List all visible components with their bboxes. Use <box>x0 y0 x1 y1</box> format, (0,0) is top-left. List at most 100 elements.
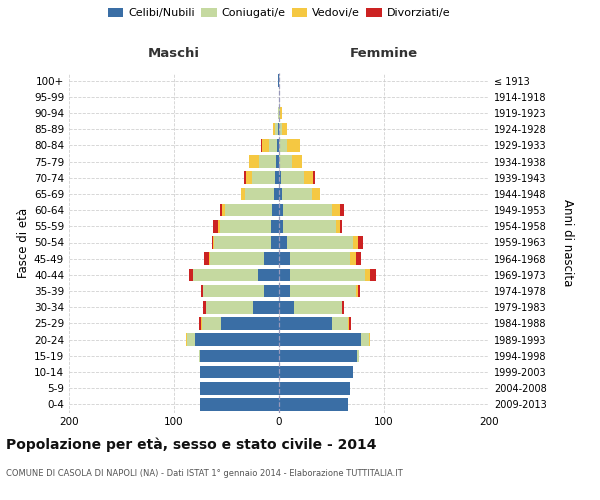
Bar <box>281 172 304 184</box>
Y-axis label: Anni di nascita: Anni di nascita <box>560 199 574 286</box>
Bar <box>342 301 344 314</box>
Bar <box>282 188 311 200</box>
Bar <box>210 252 265 265</box>
Text: Popolazione per età, sesso e stato civile - 2014: Popolazione per età, sesso e stato civil… <box>6 438 377 452</box>
Bar <box>349 317 352 330</box>
Bar <box>189 268 193 281</box>
Bar <box>213 236 214 249</box>
Bar <box>279 172 281 184</box>
Bar <box>205 301 253 314</box>
Bar <box>358 236 363 249</box>
Bar <box>365 268 370 281</box>
Bar <box>276 155 279 168</box>
Bar <box>348 317 349 330</box>
Bar <box>275 172 279 184</box>
Bar <box>253 301 279 314</box>
Bar <box>350 252 356 265</box>
Bar <box>271 236 279 249</box>
Bar <box>370 268 376 281</box>
Bar <box>290 268 365 281</box>
Bar <box>340 204 344 216</box>
Bar <box>278 106 279 120</box>
Bar <box>265 252 279 265</box>
Bar <box>279 285 290 298</box>
Bar <box>311 188 320 200</box>
Bar <box>252 172 275 184</box>
Bar <box>369 334 370 346</box>
Bar <box>220 220 271 232</box>
Bar <box>200 350 279 362</box>
Bar <box>279 106 280 120</box>
Bar <box>356 252 361 265</box>
Bar <box>356 350 359 362</box>
Bar <box>279 139 287 151</box>
Bar <box>185 334 187 346</box>
Text: COMUNE DI CASOLA DI NAPOLI (NA) - Dati ISTAT 1° gennaio 2014 - Elaborazione TUTT: COMUNE DI CASOLA DI NAPOLI (NA) - Dati I… <box>6 469 403 478</box>
Bar <box>203 285 265 298</box>
Bar <box>287 139 300 151</box>
Bar <box>258 268 279 281</box>
Bar <box>279 155 292 168</box>
Bar <box>358 285 360 298</box>
Bar <box>290 285 356 298</box>
Bar <box>226 204 272 216</box>
Bar <box>279 204 283 216</box>
Bar <box>203 301 205 314</box>
Bar <box>259 155 276 168</box>
Bar <box>193 268 258 281</box>
Bar <box>195 334 279 346</box>
Bar <box>200 398 279 410</box>
Bar <box>277 139 279 151</box>
Bar <box>187 334 195 346</box>
Bar <box>361 334 369 346</box>
Bar <box>331 204 340 216</box>
Bar <box>245 188 274 200</box>
Bar <box>244 172 247 184</box>
Bar <box>356 285 358 298</box>
Bar <box>272 123 275 136</box>
Bar <box>279 350 356 362</box>
Bar <box>269 139 277 151</box>
Bar <box>287 236 353 249</box>
Bar <box>279 366 353 378</box>
Bar <box>272 204 279 216</box>
Bar <box>279 268 290 281</box>
Bar <box>218 220 220 232</box>
Bar <box>248 155 259 168</box>
Bar <box>279 398 348 410</box>
Bar <box>265 285 279 298</box>
Bar <box>282 123 287 136</box>
Bar <box>304 172 313 184</box>
Bar <box>279 317 331 330</box>
Bar <box>294 301 342 314</box>
Bar <box>292 155 302 168</box>
Bar <box>275 123 278 136</box>
Text: Maschi: Maschi <box>148 46 200 60</box>
Bar <box>202 317 221 330</box>
Bar <box>221 317 279 330</box>
Bar <box>279 236 287 249</box>
Bar <box>353 236 358 249</box>
Bar <box>199 350 200 362</box>
Bar <box>278 74 279 87</box>
Bar <box>313 172 315 184</box>
Bar <box>200 382 279 394</box>
Bar <box>214 236 271 249</box>
Bar <box>336 220 340 232</box>
Bar <box>280 106 282 120</box>
Bar <box>279 334 361 346</box>
Bar <box>223 204 226 216</box>
Bar <box>209 252 210 265</box>
Bar <box>279 220 283 232</box>
Y-axis label: Fasce di età: Fasce di età <box>17 208 30 278</box>
Bar <box>279 301 294 314</box>
Bar <box>200 366 279 378</box>
Bar <box>199 317 202 330</box>
Bar <box>283 204 331 216</box>
Bar <box>290 252 350 265</box>
Bar <box>274 188 279 200</box>
Bar <box>212 236 213 249</box>
Bar <box>262 139 269 151</box>
Bar <box>213 220 218 232</box>
Bar <box>340 220 342 232</box>
